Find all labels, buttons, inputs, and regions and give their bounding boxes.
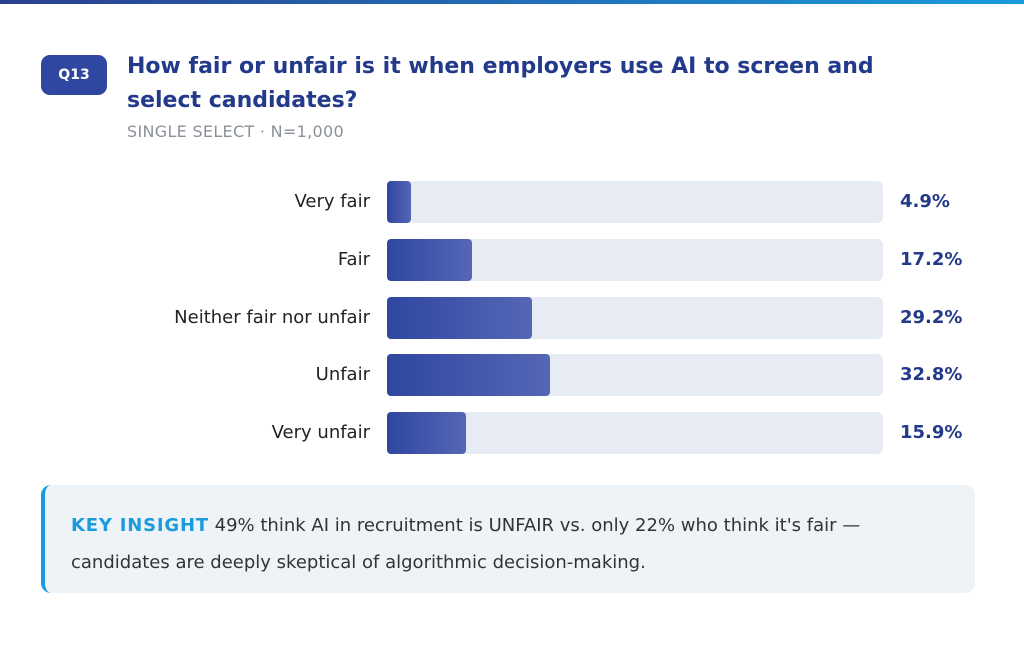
bar-track bbox=[387, 297, 883, 339]
value-label: 15.9% bbox=[900, 422, 963, 443]
bar-row: Fair 17.2% bbox=[0, 239, 1024, 281]
key-insight-box: KEY INSIGHT 49% think AI in recruitment … bbox=[41, 485, 975, 593]
bar-track bbox=[387, 181, 883, 223]
value-label: 32.8% bbox=[900, 364, 963, 385]
question-badge: Q13 bbox=[41, 55, 107, 95]
key-insight-label: KEY INSIGHT bbox=[71, 515, 209, 536]
bar-track bbox=[387, 412, 883, 454]
bar bbox=[387, 354, 550, 396]
top-accent-bar bbox=[0, 0, 1024, 4]
bar-row: Unfair 32.8% bbox=[0, 354, 1024, 396]
bar-track bbox=[387, 239, 883, 281]
category-label: Very unfair bbox=[271, 422, 370, 443]
value-label: 4.9% bbox=[900, 191, 950, 212]
question-subtitle: SINGLE SELECT · N=1,000 bbox=[127, 122, 344, 141]
category-label: Neither fair nor unfair bbox=[174, 307, 370, 328]
bar bbox=[387, 239, 473, 281]
bar bbox=[387, 412, 466, 454]
bar-row: Neither fair nor unfair 29.2% bbox=[0, 297, 1024, 339]
key-insight-text: 49% think AI in recruitment is UNFAIR vs… bbox=[71, 515, 861, 573]
bar bbox=[387, 297, 532, 339]
value-label: 17.2% bbox=[900, 249, 963, 270]
bar-row: Very fair 4.9% bbox=[0, 181, 1024, 223]
value-label: 29.2% bbox=[900, 307, 963, 328]
bar bbox=[387, 181, 412, 223]
bar-row: Very unfair 15.9% bbox=[0, 412, 1024, 454]
category-label: Unfair bbox=[315, 364, 370, 385]
bar-track bbox=[387, 354, 883, 396]
category-label: Fair bbox=[337, 249, 370, 270]
category-label: Very fair bbox=[294, 191, 370, 212]
question-title: How fair or unfair is it when employers … bbox=[127, 54, 874, 113]
